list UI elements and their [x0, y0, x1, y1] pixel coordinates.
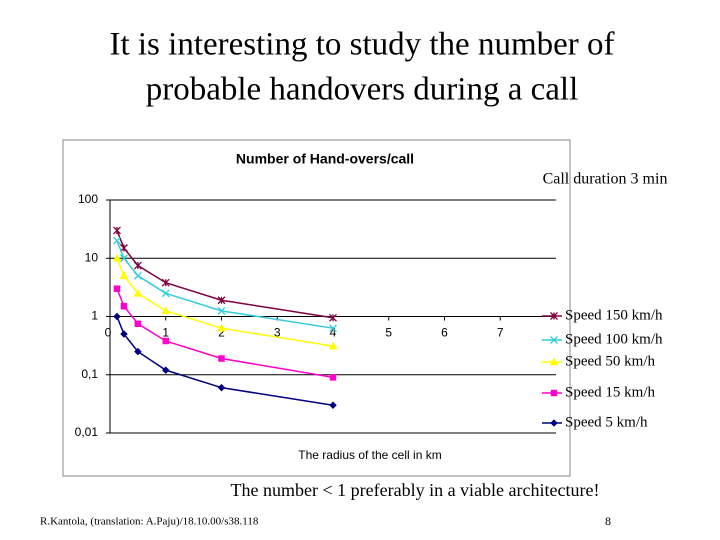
marker: [133, 261, 142, 270]
marker: [119, 244, 128, 252]
marker: [113, 312, 121, 321]
marker: [161, 278, 170, 287]
slide-title: probable handovers during a call: [146, 72, 579, 108]
marker: [161, 289, 170, 298]
x-tick-label: 1: [162, 326, 169, 340]
chart-title: Number of Hand-overs/call: [236, 151, 414, 167]
y-tick-label: 100: [78, 192, 98, 206]
series-line: [116, 240, 334, 329]
marker: [134, 347, 142, 356]
marker: [550, 419, 558, 427]
footer: R.Kantola, (translation: A.Paju)/18.10.0…: [40, 516, 259, 528]
y-tick-label: 10: [85, 250, 99, 264]
series-line: [116, 257, 334, 347]
marker: [119, 271, 129, 280]
marker: [329, 374, 337, 381]
marker: [217, 306, 226, 315]
marker: [113, 226, 121, 235]
marker: [162, 337, 169, 345]
marker: [133, 271, 142, 280]
marker: [218, 355, 225, 362]
marker: [217, 323, 226, 332]
legend-label: Speed 100 km/h: [565, 331, 663, 347]
marker: [133, 288, 143, 297]
chart-frame: [62, 139, 571, 477]
marker: [328, 341, 338, 350]
marker: [217, 296, 226, 305]
marker: [112, 253, 122, 262]
y-tick-label: 0,01: [75, 425, 99, 439]
marker: [120, 330, 128, 338]
y-tick-label: 0,1: [81, 367, 98, 381]
marker: [550, 336, 558, 344]
annotation: Call duration 3 min: [543, 171, 668, 188]
marker: [549, 357, 559, 366]
y-tick-label: 1: [91, 309, 98, 323]
x-axis-label: The radius of the cell in km: [298, 448, 441, 462]
x-tick-label: 3: [274, 326, 281, 340]
marker: [119, 254, 128, 263]
marker: [329, 401, 337, 410]
x-tick-label: 4: [330, 326, 337, 340]
note: The number < 1 preferably in a viable ar…: [231, 480, 600, 500]
legend-label: Speed 5 km/h: [565, 414, 648, 430]
marker: [134, 320, 142, 328]
page-number: 8: [605, 514, 611, 528]
x-tick-label: 2: [218, 326, 225, 340]
marker: [161, 306, 171, 315]
slide-title: It is interesting to study the number of: [109, 27, 614, 63]
x-tick-label: 0: [105, 326, 112, 340]
x-tick-label: 7: [497, 326, 504, 340]
marker: [550, 312, 558, 320]
series-line: [116, 230, 334, 319]
x-tick-label: 5: [385, 326, 392, 340]
marker: [550, 389, 558, 397]
series-line: [116, 316, 334, 406]
marker: [113, 285, 121, 292]
legend-label: Speed 150 km/h: [565, 307, 663, 323]
legend-label: Speed 15 km/h: [565, 384, 655, 400]
legend-label: Speed 50 km/h: [565, 353, 655, 369]
marker: [329, 313, 337, 322]
marker: [113, 236, 121, 245]
marker: [120, 302, 128, 310]
marker: [329, 324, 337, 333]
marker: [217, 383, 226, 392]
marker: [161, 366, 170, 374]
x-tick-label: 6: [441, 326, 448, 340]
